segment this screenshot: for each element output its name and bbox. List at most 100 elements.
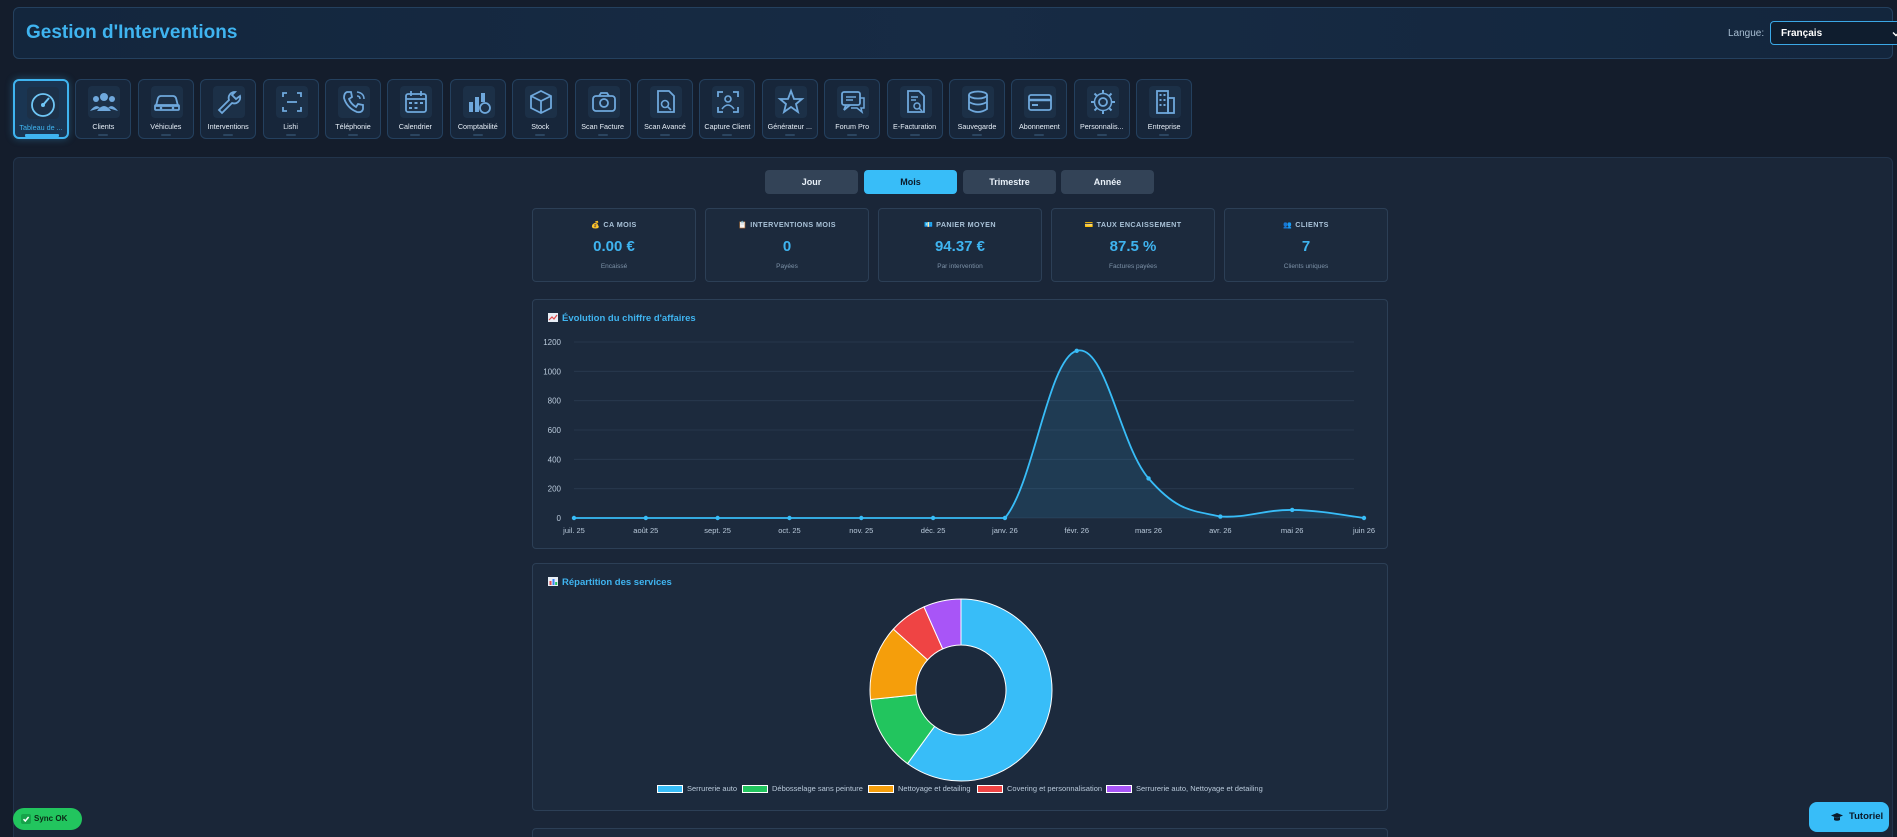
data-point <box>571 515 577 521</box>
chart-emoji-icon <box>548 313 558 322</box>
graduation-cap-icon <box>1831 813 1843 821</box>
legend-label: Covering et personnalisation <box>1007 784 1103 793</box>
nav-item-phone[interactable]: Téléphonie <box>325 79 381 139</box>
nav-item-gauge[interactable]: Tableau de ... <box>13 79 69 139</box>
nav-item-user-scan[interactable]: Capture Client <box>699 79 756 139</box>
data-point <box>1002 515 1008 521</box>
kpi-emoji-icon: 👥 <box>1283 222 1293 229</box>
period-tab-3[interactable]: Année <box>1061 170 1154 194</box>
gear-icon <box>1086 86 1119 118</box>
nav-item-label: Stock <box>531 122 550 131</box>
tutorial-label: Tutoriel <box>1849 811 1884 822</box>
nav-item-chart-coin[interactable]: Comptabilité <box>449 79 506 139</box>
legend-label: Serrurerie auto, Nettoyage et detailing <box>1136 784 1263 793</box>
revenue-line-chart: 0 200 400 600 800 1000 1200 juil. 25 août 25 sept… <box>543 338 1375 535</box>
nav-item-label: Calendrier <box>398 122 432 131</box>
x-tick-label: mars 26 <box>1135 526 1162 535</box>
star-icon <box>774 86 807 118</box>
nav-item-label: Véhicules <box>150 122 182 131</box>
revenue-chart-panel: Évolution du chiffre d'affaires 0 200 400 6… <box>532 299 1388 549</box>
nav-item-credit-card[interactable]: Abonnement <box>1011 79 1068 139</box>
x-tick-label: sept. 25 <box>704 526 731 535</box>
wrench-icon <box>213 86 246 118</box>
kpi-value: 94.37 € <box>934 238 986 255</box>
calendar-icon <box>400 86 433 118</box>
x-tick-label: oct. 25 <box>778 526 801 535</box>
kpi-subtitle: Clients uniques <box>1283 263 1329 270</box>
nav-indicator <box>660 134 670 136</box>
kpi-value: 0 <box>782 238 792 255</box>
services-chart-panel: Répartition des services <box>532 563 1388 811</box>
nav-item-camera[interactable]: Scan Facture <box>574 79 631 139</box>
nav-indicator <box>160 134 171 136</box>
legend-swatch <box>1106 785 1132 793</box>
language-select[interactable]: Français <box>1770 21 1897 45</box>
nav-item-car[interactable]: Véhicules <box>137 79 194 139</box>
services-donut-chart <box>869 598 1053 782</box>
nav-item-label: Sauvegarde <box>957 122 997 131</box>
nav-item-database[interactable]: Sauvegarde <box>949 79 1005 139</box>
donut-slice[interactable] <box>923 598 962 650</box>
nav-item-star[interactable]: Générateur ... <box>761 79 818 139</box>
data-point <box>787 515 792 521</box>
nav-indicator <box>1096 134 1107 136</box>
legend-label: Serrurerie auto <box>687 784 738 793</box>
nav-item-wrench[interactable]: Interventions <box>200 79 257 139</box>
x-tick-label: août 25 <box>633 526 658 535</box>
kpi-label-text: TAUX ENCAISSEMENT <box>1096 220 1182 229</box>
kpi-label-text: INTERVENTIONS MOIS <box>750 220 836 229</box>
kpi-value: 7 <box>1301 238 1311 255</box>
y-tick-label: 200 <box>548 485 562 494</box>
nav-item-label: Interventions <box>207 122 249 131</box>
nav-item-label: Comptabilité <box>457 122 498 131</box>
x-tick-label: janv. 26 <box>991 526 1018 535</box>
app-title: Gestion d'Interventions <box>26 22 238 43</box>
nav-item-building[interactable]: Entreprise <box>1136 79 1193 139</box>
y-tick-label: 800 <box>548 397 562 406</box>
period-tab-2[interactable]: Trimestre <box>963 170 1056 194</box>
scan-frame-icon <box>275 86 308 118</box>
database-icon <box>962 86 994 118</box>
nav-item-file-search[interactable]: Scan Avancé <box>637 79 693 139</box>
kpi-emoji-icon: 💳 <box>1084 222 1094 229</box>
kpi-value: 87.5 % <box>1109 238 1157 255</box>
building-icon <box>1149 86 1182 118</box>
sync-label: Sync OK <box>34 814 68 823</box>
kpi-emoji-icon: 💶 <box>924 222 934 229</box>
bar-chart-emoji-icon <box>548 577 558 586</box>
sync-status-badge[interactable]: Sync OK <box>13 808 82 830</box>
x-tick-label: avr. 26 <box>1209 526 1232 535</box>
legend-swatch <box>977 785 1003 793</box>
nav-indicator <box>722 134 733 136</box>
check-icon <box>21 814 31 824</box>
nav-item-label: Entreprise <box>1147 122 1181 131</box>
services-chart-title-text: Répartition des services <box>562 577 672 588</box>
app-header: Gestion d'Interventions Langue: Français <box>13 7 1897 59</box>
nav-indicator <box>98 134 109 136</box>
nav-item-label: Lishi <box>283 122 298 131</box>
nav-item-users[interactable]: Clients <box>75 79 132 139</box>
tutorial-button[interactable]: Tutoriel <box>1809 802 1889 832</box>
y-tick-label: 0 <box>557 514 562 523</box>
nav-item-calendar[interactable]: Calendrier <box>387 79 444 139</box>
nav-item-chat[interactable]: Forum Pro <box>824 79 881 139</box>
kpi-label-text: CLIENTS <box>1295 220 1329 229</box>
nav-indicator <box>597 134 608 136</box>
revenue-chart-title: Évolution du chiffre d'affaires <box>548 313 696 324</box>
x-tick-label: juin 26 <box>1352 526 1375 535</box>
nav-item-gear[interactable]: Personnalis... <box>1073 79 1130 139</box>
kpi-emoji-icon: 💰 <box>591 222 601 229</box>
nav-item-label: Capture Client <box>704 122 751 131</box>
nav-item-box[interactable]: Stock <box>512 79 569 139</box>
kpi-value: 0.00 € <box>593 238 635 255</box>
series-line <box>574 349 1365 519</box>
legend-swatch <box>868 785 894 793</box>
period-tab-1[interactable]: Mois <box>864 170 957 194</box>
nav-indicator <box>348 134 358 136</box>
nav-item-invoice-search[interactable]: E-Facturation <box>886 79 943 139</box>
donut-slice[interactable] <box>906 598 1053 782</box>
nav-indicator <box>535 134 546 136</box>
period-tab-0[interactable]: Jour <box>765 170 858 194</box>
nav-item-scan-frame[interactable]: Lishi <box>262 79 319 139</box>
nav-indicator <box>410 134 421 136</box>
